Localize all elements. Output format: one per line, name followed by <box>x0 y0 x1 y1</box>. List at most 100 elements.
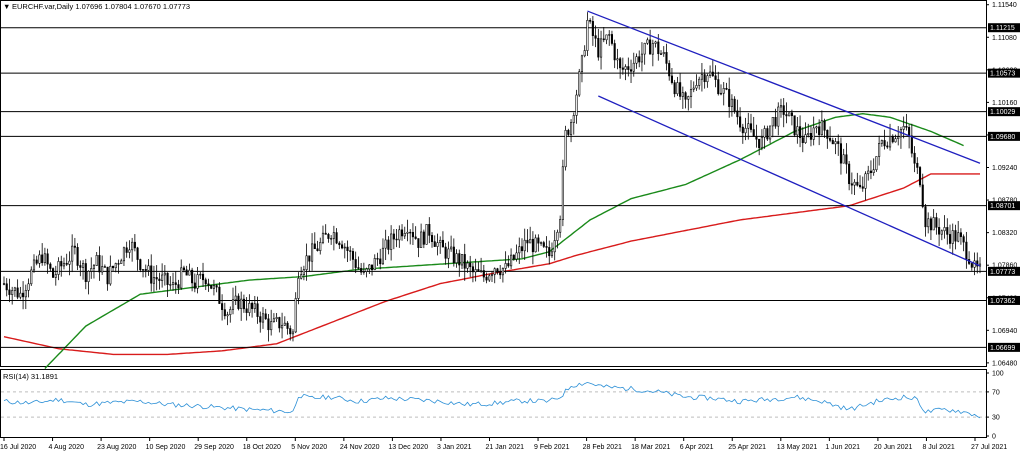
candle-body <box>57 261 60 275</box>
candle-body <box>441 239 444 248</box>
candle <box>338 241 341 249</box>
candle <box>703 69 706 89</box>
candle <box>11 286 14 305</box>
candle-body <box>35 259 38 264</box>
candle-body <box>272 318 275 322</box>
candle-body <box>433 241 436 247</box>
candle <box>679 73 682 100</box>
candle-body <box>185 269 188 276</box>
candle <box>965 231 968 269</box>
candle <box>646 37 649 45</box>
candle <box>760 129 763 151</box>
candle-body <box>163 272 166 276</box>
candle-body <box>482 270 485 278</box>
candle-body <box>19 292 22 298</box>
candle <box>531 231 534 265</box>
candle-body <box>286 322 289 329</box>
candle-body <box>815 126 818 129</box>
x-tick-label: 6 Apr 2021 <box>680 444 714 451</box>
candle-body <box>779 105 783 108</box>
candle-body <box>128 249 131 253</box>
candle <box>248 294 251 317</box>
candle <box>321 225 325 245</box>
candle <box>957 220 960 243</box>
candle <box>858 175 862 189</box>
candle <box>256 296 259 324</box>
candle <box>788 112 791 117</box>
candle-body <box>251 302 254 309</box>
candle-body <box>270 321 273 331</box>
candle <box>272 313 275 323</box>
x-tick-label: 8 Jul 2021 <box>922 444 954 451</box>
candle <box>924 203 927 237</box>
candle <box>319 237 322 255</box>
candle <box>16 279 19 300</box>
candle <box>572 112 575 135</box>
rsi-level-label: 30 <box>992 415 1000 422</box>
y-tick-label: 1.11540 <box>992 2 1017 9</box>
candle <box>575 89 578 124</box>
candle <box>779 98 783 118</box>
candle <box>109 255 112 286</box>
candle-body <box>120 260 123 264</box>
candle <box>212 279 215 296</box>
candle-body <box>739 116 742 128</box>
candle-body <box>131 241 134 251</box>
candle <box>755 124 758 148</box>
candle <box>684 91 687 109</box>
candle <box>853 179 856 196</box>
candle-body <box>717 79 720 95</box>
candle <box>139 258 142 273</box>
candle <box>807 123 810 138</box>
candle-body <box>834 141 837 145</box>
chart-menu-icon[interactable]: ▼ <box>3 2 10 11</box>
candle <box>117 259 120 274</box>
candle-body <box>411 232 414 238</box>
candle <box>166 272 169 298</box>
candle-body <box>888 136 892 148</box>
candle <box>820 110 823 136</box>
candle-body <box>948 234 952 244</box>
candle-body <box>709 71 712 76</box>
candle <box>670 68 673 85</box>
candle <box>570 119 573 143</box>
candle <box>125 241 128 258</box>
y-tick-label: 1.06940 <box>992 328 1017 335</box>
candle-body <box>103 266 106 268</box>
candle-body <box>248 302 251 313</box>
candle-body <box>264 313 267 320</box>
candle <box>62 257 66 270</box>
x-tick-label: 1 Jun 2021 <box>825 444 860 451</box>
candle <box>550 242 554 258</box>
candle <box>308 255 311 272</box>
candle <box>90 257 93 279</box>
candle-body <box>662 52 665 55</box>
candle <box>161 263 164 288</box>
candle-body <box>940 230 943 235</box>
candle-body <box>679 82 682 97</box>
candle-body <box>294 298 297 333</box>
candle <box>313 232 316 250</box>
candle <box>207 278 210 292</box>
candle-body <box>417 238 420 248</box>
x-tick-label: 5 Nov 2020 <box>291 444 327 451</box>
x-tick-label: 16 Jul 2020 <box>0 444 36 451</box>
candle-body <box>788 112 791 117</box>
candle <box>251 301 254 318</box>
candle <box>831 137 834 145</box>
candle-body <box>741 126 744 134</box>
candle-body <box>858 184 862 188</box>
candle-body <box>144 269 147 271</box>
candle <box>758 138 761 156</box>
candle-body <box>27 283 30 291</box>
candle-body <box>916 162 919 168</box>
candle <box>275 313 278 322</box>
candle-body <box>578 71 581 96</box>
candle <box>665 43 668 71</box>
candle <box>79 260 82 277</box>
candle <box>897 126 900 146</box>
candle-body <box>68 260 71 265</box>
candle <box>215 284 218 293</box>
moving-averages <box>3 112 980 369</box>
